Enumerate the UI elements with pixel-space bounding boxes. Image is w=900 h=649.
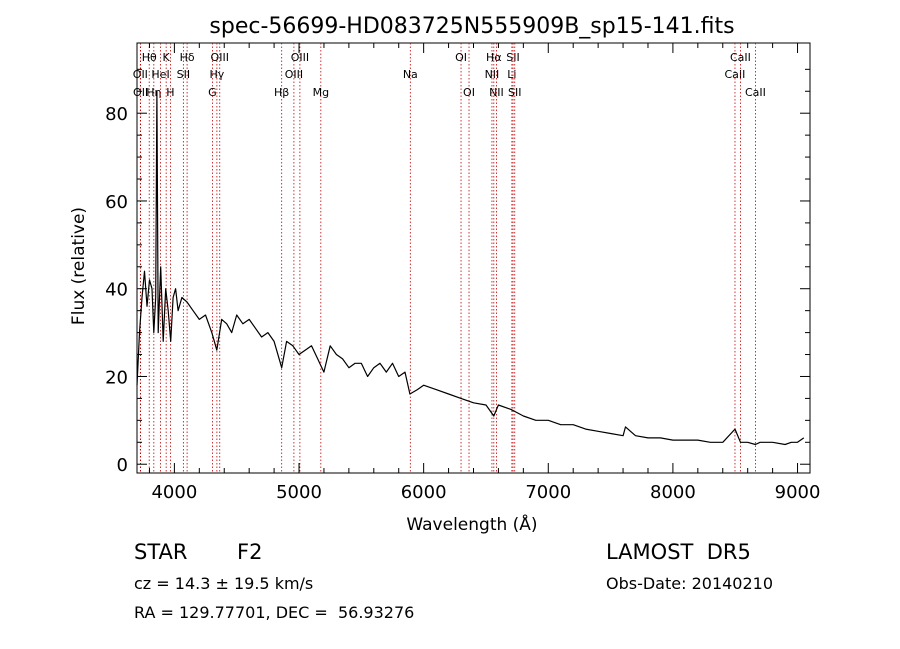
x-axis-label: Wavelength (Å) xyxy=(406,513,537,535)
line-label-21: NII xyxy=(489,86,504,99)
x-tick-label-3: 7000 xyxy=(525,482,571,503)
line-label-4: HeI xyxy=(151,68,169,81)
line-label-7: SII xyxy=(177,68,190,81)
line-label-19: NII xyxy=(485,68,500,81)
line-label-0: Hθ xyxy=(142,51,157,64)
survey-label: LAMOST DR5 xyxy=(606,540,751,564)
x-tick-label-1: 5000 xyxy=(276,482,322,503)
line-label-23: Li xyxy=(507,68,516,81)
y-tick-label-2: 40 xyxy=(105,280,128,301)
x-tick-label-5: 9000 xyxy=(775,482,821,503)
line-label-22: SII xyxy=(506,51,519,64)
line-label-14: OIII xyxy=(291,51,309,64)
line-label-24: SII xyxy=(508,86,521,99)
line-label-18: OI xyxy=(463,86,475,99)
y-tick-label-3: 60 xyxy=(105,192,128,213)
x-tick-label-4: 8000 xyxy=(650,482,696,503)
x-tick-label-2: 6000 xyxy=(401,482,447,503)
x-tick-label-0: 4000 xyxy=(151,482,197,503)
obs-date-text: Obs-Date: 20140210 xyxy=(606,574,774,593)
line-label-3: Hη xyxy=(146,86,161,99)
y-tick-label-0: 0 xyxy=(117,455,128,476)
redshift-text: cz = 14.3 ± 19.5 km/s xyxy=(134,574,314,593)
y-tick-label-4: 80 xyxy=(105,104,128,125)
coordinates-text: RA = 129.77701, DEC = 56.93276 xyxy=(134,603,415,622)
line-label-9: Hγ xyxy=(209,68,224,81)
line-label-5: K xyxy=(163,51,171,64)
line-label-10: G xyxy=(208,86,217,99)
line-label-13: OIII xyxy=(285,68,303,81)
object-class-label: STAR xyxy=(134,540,188,564)
line-label-15: Mg xyxy=(313,86,329,99)
plot-frame xyxy=(136,42,811,474)
spectrum-series-line-0 xyxy=(136,90,805,446)
line-label-11: OIII xyxy=(211,51,229,64)
y-axis-label: Flux (relative) xyxy=(69,207,89,325)
line-label-8: Hδ xyxy=(180,51,195,64)
chart-title: spec-56699-HD083725N555909B_sp15-141.fit… xyxy=(209,14,734,39)
plot-area: HθOIIOIIHηHeIKHSIIHδHγGOIIIHβOIIIOIIIMgN… xyxy=(105,42,821,503)
line-label-6: H xyxy=(166,86,174,99)
subclass-label: F2 xyxy=(237,540,263,564)
line-label-17: OI xyxy=(455,51,467,64)
line-label-26: CaII xyxy=(730,51,751,64)
line-label-25: CaII xyxy=(725,68,746,81)
line-label-12: Hβ xyxy=(274,86,289,99)
line-label-16: Na xyxy=(403,68,418,81)
line-label-2: OII xyxy=(133,86,148,99)
line-label-27: CaII xyxy=(745,86,766,99)
y-tick-label-1: 20 xyxy=(105,367,128,388)
line-label-20: Hα xyxy=(486,51,502,64)
